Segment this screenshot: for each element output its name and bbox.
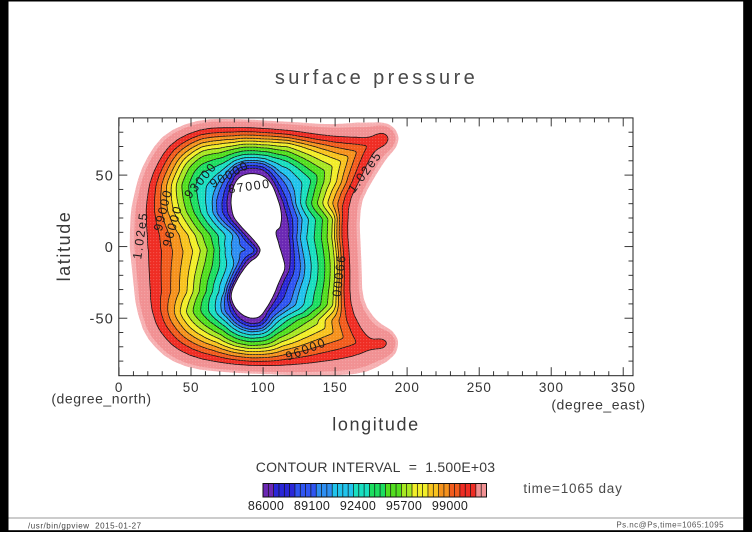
svg-text:-50: -50 — [89, 311, 114, 327]
svg-text:surface pressure: surface pressure — [275, 67, 478, 89]
svg-text:350: 350 — [611, 380, 636, 395]
svg-text:time=1065 day: time=1065 day — [523, 481, 622, 496]
svg-text:200: 200 — [395, 380, 420, 395]
svg-text:300: 300 — [539, 380, 564, 395]
svg-text:100: 100 — [251, 380, 276, 395]
svg-text:0: 0 — [115, 380, 123, 395]
svg-text:(degree_east): (degree_east) — [551, 397, 645, 413]
svg-text:86000: 86000 — [248, 499, 284, 513]
svg-text:latitude: latitude — [54, 211, 74, 282]
svg-text:(degree_north): (degree_north) — [51, 391, 151, 407]
svg-text:/usr/bin/gpview 2015-01-27: /usr/bin/gpview 2015-01-27 — [28, 522, 142, 531]
svg-text:99000: 99000 — [432, 499, 468, 513]
svg-text:87000: 87000 — [227, 177, 271, 197]
svg-text:250: 250 — [467, 380, 492, 395]
svg-text:CONTOUR INTERVAL = 1.500E+03: CONTOUR INTERVAL = 1.500E+03 — [256, 459, 495, 475]
svg-text:89100: 89100 — [294, 499, 330, 513]
svg-text:92400: 92400 — [340, 499, 376, 513]
svg-text:95700: 95700 — [386, 499, 422, 513]
svg-text:longitude: longitude — [332, 415, 419, 435]
svg-text:Ps.nc@Ps,time=1065:1095: Ps.nc@Ps,time=1065:1095 — [616, 521, 724, 530]
svg-text:50: 50 — [95, 168, 114, 184]
svg-text:1.02e5: 1.02e5 — [130, 211, 151, 260]
svg-text:150: 150 — [323, 380, 348, 395]
svg-text:99000: 99000 — [329, 255, 348, 299]
svg-text:0: 0 — [105, 240, 114, 256]
svg-text:50: 50 — [183, 380, 200, 395]
